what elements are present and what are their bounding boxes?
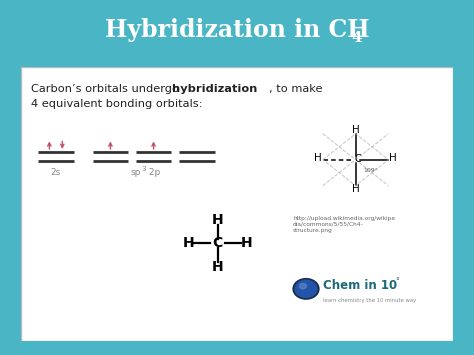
Text: learn chemistry the 10 minute way: learn chemistry the 10 minute way	[323, 298, 416, 303]
Text: 2s: 2s	[51, 168, 61, 177]
Text: H: H	[212, 260, 223, 274]
Text: H: H	[182, 236, 194, 250]
Text: 4: 4	[351, 31, 362, 45]
Text: H: H	[241, 236, 253, 250]
Text: sp: sp	[130, 168, 141, 177]
Text: C: C	[355, 154, 361, 164]
Circle shape	[293, 279, 319, 299]
Text: H: H	[352, 184, 359, 194]
Text: C: C	[212, 236, 223, 250]
Text: 3: 3	[141, 166, 146, 172]
Text: , to make: , to make	[269, 84, 323, 94]
Text: 2p: 2p	[146, 168, 160, 177]
Text: 4 equivalent bonding orbitals:: 4 equivalent bonding orbitals:	[31, 99, 202, 109]
Text: H: H	[352, 125, 359, 136]
Text: °: °	[396, 278, 400, 286]
Text: http://upload.wikimedia.org/wikipe
dia/commons/5/55/Ch4-
structure.png: http://upload.wikimedia.org/wikipe dia/c…	[293, 216, 395, 233]
Text: 109°: 109°	[364, 168, 378, 173]
Circle shape	[300, 283, 307, 289]
Text: H: H	[212, 213, 223, 227]
Text: H: H	[390, 153, 397, 163]
Text: Hybridization in CH: Hybridization in CH	[105, 17, 369, 42]
Circle shape	[295, 280, 317, 297]
Text: H: H	[314, 153, 322, 163]
Text: Carbon’s orbitals undergo: Carbon’s orbitals undergo	[31, 84, 182, 94]
Text: hybridization: hybridization	[173, 84, 258, 94]
FancyBboxPatch shape	[0, 49, 474, 66]
FancyBboxPatch shape	[21, 67, 453, 341]
Text: Chem in 10: Chem in 10	[323, 279, 397, 292]
